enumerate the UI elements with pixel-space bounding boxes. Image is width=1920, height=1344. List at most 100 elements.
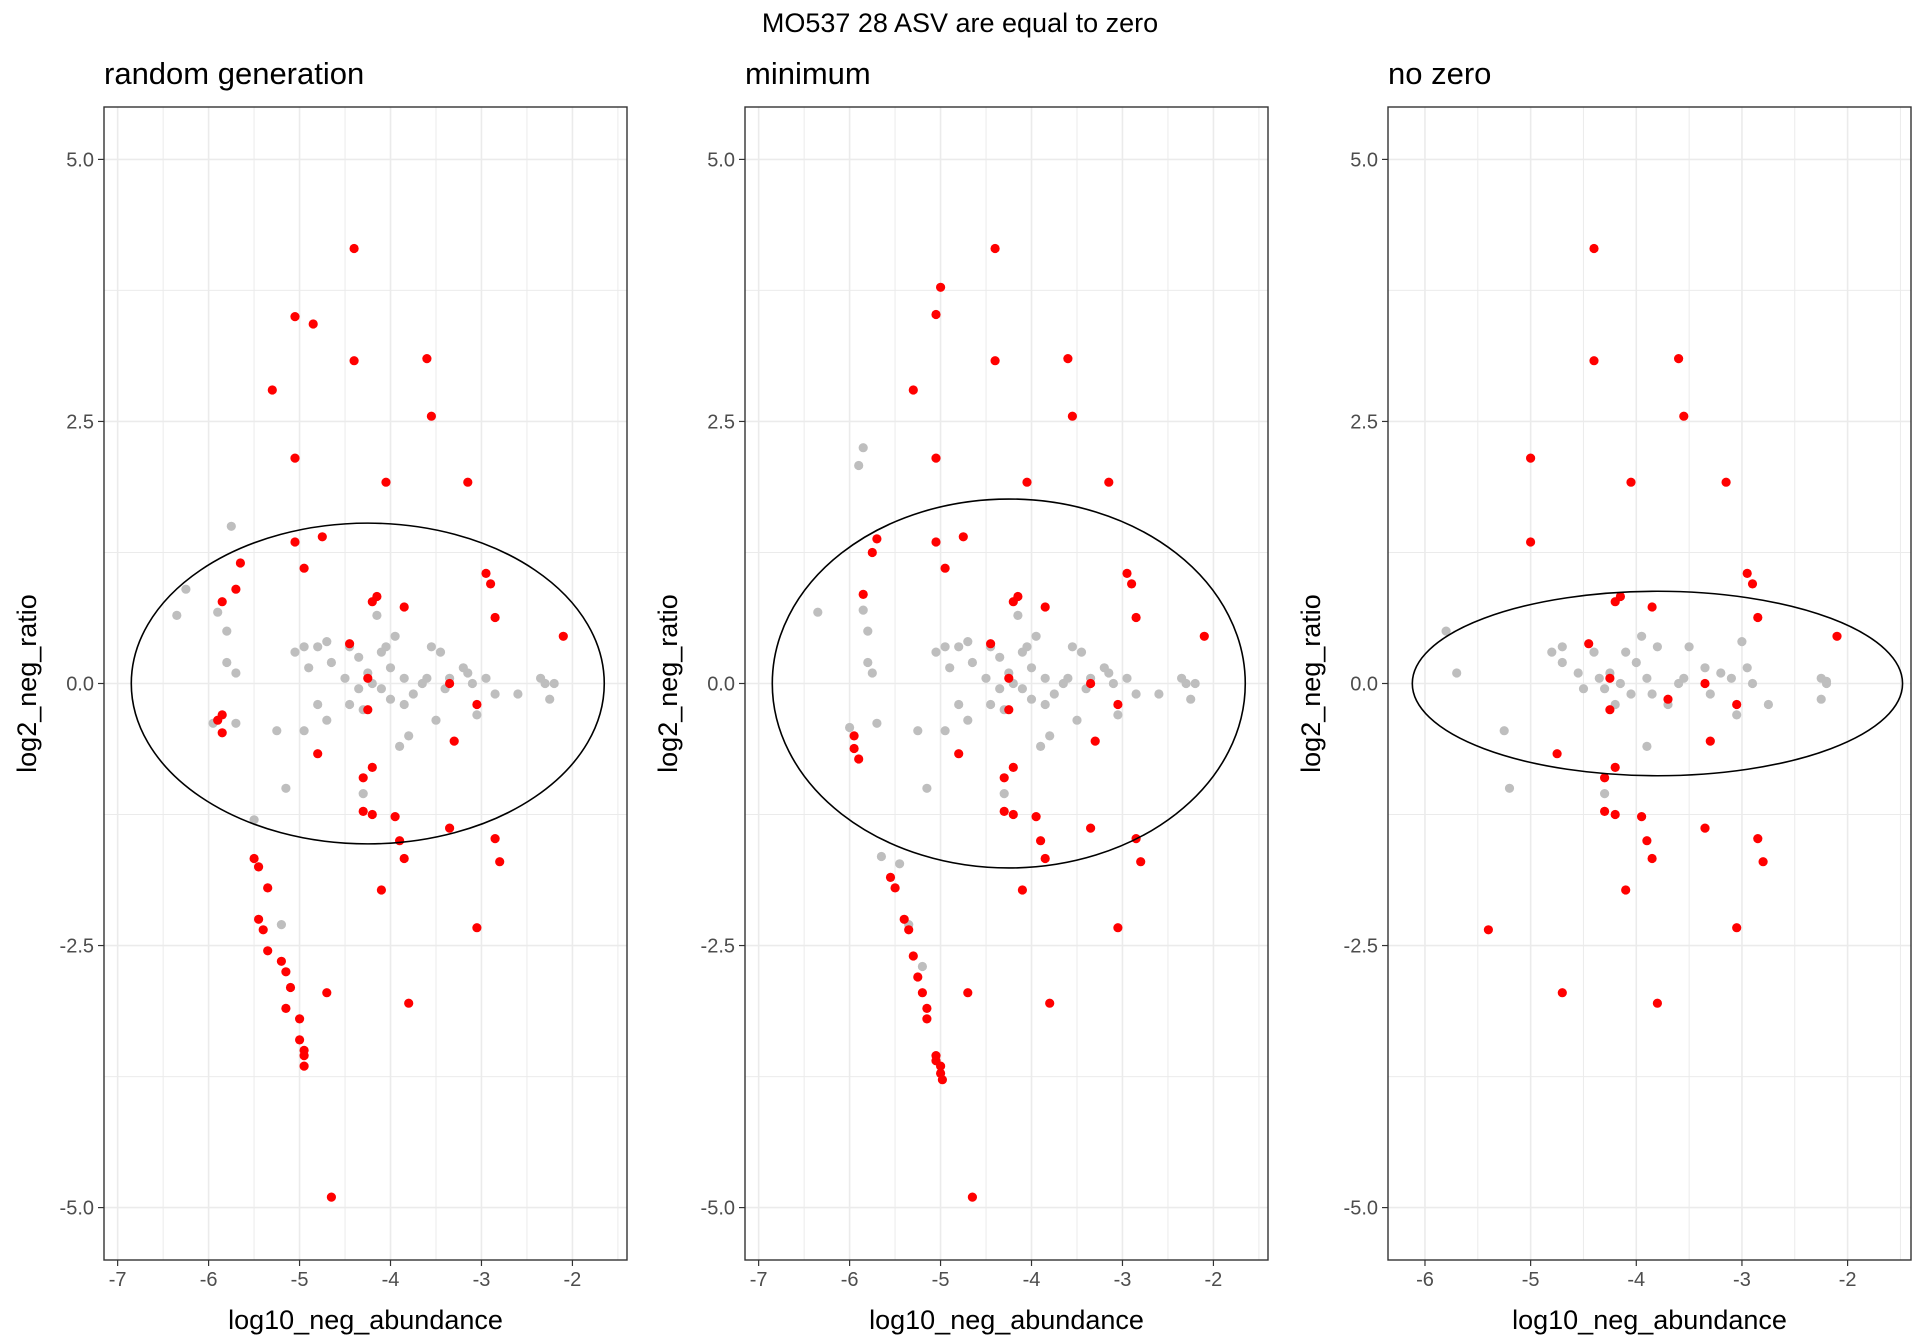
panel-2-confidence-ellipse: [771, 498, 1247, 869]
data-point: [931, 309, 941, 320]
data-point: [981, 673, 991, 683]
data-point: [422, 354, 432, 364]
data-point: [385, 663, 396, 673]
panel-3-x-tick-label: -4: [1627, 1269, 1645, 1291]
data-point: [1063, 673, 1073, 683]
data-point: [490, 834, 500, 844]
data-point: [849, 743, 859, 754]
data-point: [308, 319, 318, 329]
data-point: [931, 537, 941, 547]
data-point: [1732, 699, 1742, 710]
panel-1-x-tick-label: -7: [109, 1269, 127, 1291]
data-point: [854, 460, 864, 471]
panel-2-y-tick-label: 0.0: [707, 674, 735, 696]
data-point: [545, 694, 555, 704]
panel-1-x-tick-label: -2: [564, 1269, 582, 1291]
data-point: [845, 722, 855, 733]
data-point: [1716, 668, 1726, 678]
data-point: [317, 532, 327, 542]
data-point: [1584, 639, 1594, 649]
data-point: [1642, 673, 1652, 683]
data-point: [290, 647, 300, 657]
data-point: [399, 602, 409, 612]
data-point: [486, 579, 496, 589]
panel-3-x-tick-label: -2: [1839, 1269, 1857, 1291]
data-point: [1086, 823, 1096, 833]
data-point: [854, 754, 864, 764]
data-point: [372, 591, 382, 602]
data-point: [263, 946, 273, 956]
data-point: [1504, 783, 1515, 793]
panel-2-x-tick-label: -5: [932, 1269, 950, 1291]
data-point: [904, 925, 914, 935]
data-point: [872, 718, 882, 728]
data-point: [1700, 678, 1710, 689]
data-point: [954, 699, 964, 710]
data-point: [1557, 988, 1567, 998]
data-point: [1557, 657, 1567, 668]
data-point: [1615, 591, 1625, 602]
data-point: [1526, 453, 1536, 463]
data-point: [1589, 243, 1599, 254]
data-point: [1705, 689, 1715, 699]
data-point: [1113, 923, 1123, 933]
data-point: [231, 668, 241, 678]
data-point: [940, 642, 950, 652]
data-point: [1647, 602, 1657, 612]
data-point: [917, 961, 928, 972]
data-point: [399, 699, 409, 710]
data-point: [863, 626, 873, 636]
panel-1-y-tick-label: -2.5: [60, 936, 94, 958]
data-point: [481, 673, 491, 683]
data-point: [272, 726, 282, 736]
data-point: [349, 356, 359, 366]
data-point: [1732, 710, 1742, 720]
data-point: [1017, 885, 1027, 895]
data-point: [931, 647, 941, 657]
data-point: [1186, 694, 1196, 704]
data-point: [1647, 853, 1657, 864]
data-point: [267, 385, 277, 395]
data-point: [1441, 626, 1451, 636]
data-point: [1737, 637, 1747, 647]
data-point: [445, 823, 455, 833]
data-point: [1136, 857, 1146, 867]
data-point: [254, 914, 264, 924]
data-point: [1040, 853, 1050, 864]
data-point: [1679, 411, 1689, 421]
panel-2-x-tick-label: -4: [1023, 1269, 1041, 1291]
panel-1-y-tick-label: -5.0: [60, 1198, 94, 1220]
data-point: [322, 988, 332, 998]
data-point: [1626, 477, 1636, 487]
data-point: [1026, 694, 1037, 704]
data-point: [472, 710, 482, 720]
data-point: [1004, 673, 1014, 683]
panel-1-series-2: [213, 243, 568, 1202]
data-point: [1104, 668, 1114, 678]
data-point: [940, 563, 950, 573]
data-point: [431, 715, 441, 725]
data-point: [395, 741, 405, 752]
data-point: [849, 731, 859, 741]
data-point: [908, 951, 918, 961]
data-point: [222, 626, 232, 636]
data-point: [1700, 823, 1710, 833]
data-point: [1090, 736, 1100, 746]
data-point: [1526, 537, 1536, 547]
data-point: [222, 657, 232, 668]
data-point: [1721, 477, 1731, 487]
data-point: [1131, 612, 1141, 623]
data-point: [1036, 741, 1046, 752]
data-point: [1552, 749, 1562, 759]
panel-3-x-tick-label: -5: [1522, 1269, 1540, 1291]
data-point: [1605, 673, 1615, 683]
data-point: [513, 689, 523, 699]
panel-3-y-axis-title: log2_neg_ratio: [1296, 594, 1326, 773]
data-point: [1108, 678, 1118, 689]
panel-2-x-tick-label: -6: [841, 1269, 859, 1291]
data-point: [967, 657, 978, 668]
data-point: [404, 998, 414, 1008]
data-point: [990, 356, 1000, 366]
data-point: [449, 736, 459, 746]
panel-3: no zero -6 -5 -4 -3 -2 -5.0 -2.5 0.0 2.5 5.0 log10_…: [1296, 56, 1912, 1335]
